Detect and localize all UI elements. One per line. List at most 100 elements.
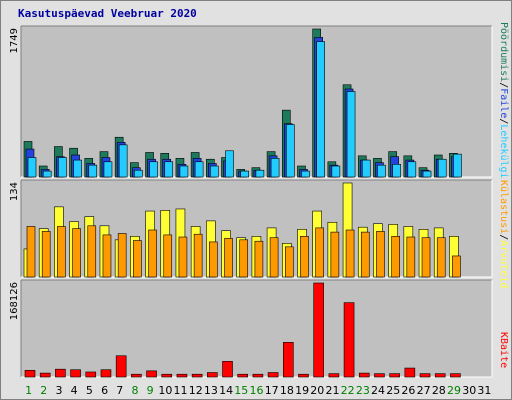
middle-ymax-label: 134	[9, 182, 20, 201]
x-label-23: 23	[356, 384, 370, 397]
chart-title: Kasutuspäevad Veebruar 2020	[18, 7, 197, 20]
x-label-11: 11	[174, 384, 188, 397]
bottom-panel-bg	[21, 280, 492, 377]
x-label-22: 22	[341, 384, 355, 397]
x-label-15: 15	[234, 384, 248, 397]
bar-kbytes-18	[282, 342, 294, 378]
legend-sites: Arvuteid	[498, 240, 509, 288]
bar-visits-16	[254, 240, 264, 278]
bar-pages-9	[149, 161, 158, 178]
bar-visits-7	[117, 233, 127, 278]
bar-visits-6	[102, 234, 112, 278]
bar-kbytes-17	[267, 372, 279, 378]
x-label-19: 19	[295, 384, 309, 397]
legend-middle: Külastusi/Arvuteid	[498, 180, 509, 288]
bar-pages-23	[361, 159, 371, 178]
bar-pages-21	[331, 165, 341, 178]
x-label-25: 25	[386, 384, 400, 397]
bar-kbytes-1	[24, 369, 36, 378]
x-label-1: 1	[25, 384, 32, 397]
bar-kbytes-28	[434, 373, 446, 378]
bar-visits-24	[376, 231, 385, 278]
bar-pages-17	[270, 158, 280, 178]
bar-pages-24	[377, 164, 386, 178]
bar-visits-5	[87, 225, 97, 278]
bar-visits-17	[269, 237, 279, 278]
x-label-17: 17	[265, 384, 279, 397]
legend-top: Pöördumisi/Faile/Lehekülgi	[498, 22, 509, 179]
bar-visits-18	[284, 246, 294, 278]
x-label-14: 14	[219, 384, 233, 397]
bar-kbytes-19	[298, 373, 309, 378]
bar-kbytes-14	[222, 361, 233, 378]
bar-visits-26	[406, 236, 416, 278]
x-label-21: 21	[325, 384, 339, 397]
bar-kbytes-15	[237, 373, 249, 378]
bar-visits-10	[163, 234, 173, 278]
x-label-3: 3	[55, 384, 62, 397]
bar-pages-18	[285, 124, 295, 178]
bar-pages-12	[194, 161, 204, 178]
bar-kbytes-29	[450, 373, 461, 378]
x-label-30: 30	[462, 384, 476, 397]
bar-visits-29	[452, 255, 461, 278]
bar-visits-1	[26, 226, 36, 278]
x-label-12: 12	[189, 384, 203, 397]
bar-visits-25	[391, 236, 400, 278]
bar-pages-28	[437, 158, 447, 178]
bar-visits-21	[330, 231, 340, 278]
bar-pages-27	[422, 170, 432, 178]
bar-kbytes-2	[39, 372, 51, 378]
bar-kbytes-21	[328, 373, 340, 378]
bar-kbytes-20	[313, 282, 324, 378]
x-label-6: 6	[101, 384, 108, 397]
bar-kbytes-13	[207, 372, 218, 378]
bar-kbytes-3	[55, 368, 66, 378]
x-label-29: 29	[447, 384, 461, 397]
bar-kbytes-26	[404, 367, 416, 378]
y-axis-labels: 1749 134 168126	[9, 28, 20, 320]
x-label-10: 10	[158, 384, 172, 397]
legend-pages: Lehekülgi	[498, 124, 509, 178]
x-label-26: 26	[401, 384, 415, 397]
bar-visits-2	[41, 231, 51, 278]
legend-visits: Külastusi	[498, 180, 509, 234]
bar-kbytes-7	[115, 355, 127, 378]
bar-kbytes-4	[70, 369, 81, 378]
bar-pages-2	[42, 170, 52, 178]
bar-kbytes-25	[389, 373, 400, 378]
x-label-9: 9	[147, 384, 154, 397]
bar-pages-3	[58, 157, 67, 178]
bar-kbytes-11	[176, 373, 188, 378]
chart-panels	[20, 25, 493, 378]
legend-sep-1: /	[498, 82, 509, 88]
x-label-4: 4	[71, 384, 78, 397]
bar-pages-26	[407, 161, 417, 178]
bar-visits-13	[209, 241, 218, 278]
bar-visits-12	[193, 233, 203, 278]
x-label-27: 27	[417, 384, 431, 397]
bar-visits-23	[360, 231, 370, 278]
x-label-31: 31	[477, 384, 491, 397]
bar-pages-19	[301, 170, 310, 178]
bar-kbytes-22	[343, 302, 355, 378]
bar-visits-20	[315, 227, 324, 278]
top-ymax-label: 1749	[9, 28, 20, 53]
bar-pages-7	[118, 144, 128, 178]
bar-visits-9	[148, 229, 157, 278]
bar-kbytes-27	[419, 373, 431, 378]
bar-pages-10	[164, 161, 174, 178]
bar-pages-29	[453, 153, 462, 178]
bar-visits-3	[57, 226, 66, 278]
bar-visits-4	[72, 228, 81, 278]
bar-pages-14	[225, 150, 234, 178]
bar-kbytes-5	[85, 371, 97, 378]
bar-pages-4	[73, 159, 82, 178]
bar-kbytes-10	[161, 373, 173, 378]
bar-pages-20	[316, 41, 325, 178]
bar-visits-27	[421, 237, 431, 278]
x-label-5: 5	[86, 384, 93, 397]
bar-pages-1	[27, 157, 37, 178]
bar-pages-15	[240, 170, 250, 178]
